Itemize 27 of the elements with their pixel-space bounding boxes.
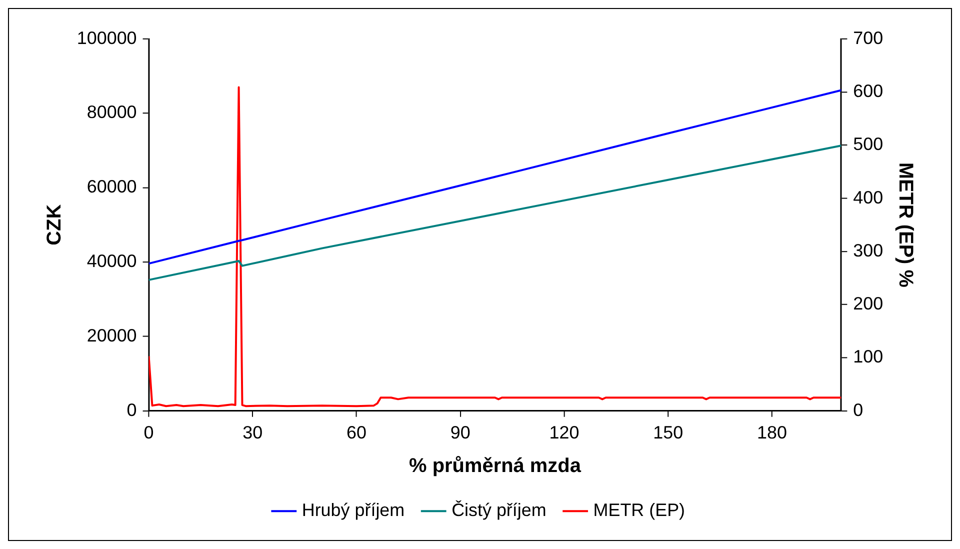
y2-tick-label: 500	[853, 134, 884, 154]
x-tick-label: 120	[549, 422, 580, 443]
y2-axis-title: METR (EP) %	[894, 162, 917, 288]
x-tick-label: 30	[242, 422, 263, 443]
y2-tick-label: 0	[853, 400, 864, 420]
x-tick-label: 150	[653, 422, 684, 443]
y2-tick-label: 400	[853, 187, 884, 208]
x-axis-title: % průměrná mzda	[409, 454, 582, 477]
y-tick-label: 0	[126, 400, 137, 420]
legend-label: Čistý příjem	[452, 500, 546, 520]
y-axis-title: CZK	[43, 204, 66, 246]
legend-label: METR (EP)	[593, 500, 686, 520]
y2-tick-label: 600	[853, 80, 884, 101]
y-tick-label: 20000	[86, 325, 137, 346]
y2-tick-label: 200	[853, 294, 884, 314]
x-tick-label: 0	[144, 422, 154, 443]
y-tick-label: 100000	[76, 28, 137, 48]
y2-tick-label: 100	[853, 346, 884, 367]
y-tick-label: 60000	[86, 176, 137, 197]
legend-label: Hrubý příjem	[302, 500, 405, 520]
x-tick-label: 60	[346, 422, 367, 443]
y-tick-label: 40000	[86, 251, 137, 272]
y2-tick-label: 700	[853, 28, 884, 48]
y-tick-label: 80000	[86, 102, 137, 122]
x-tick-label: 180	[756, 422, 787, 443]
x-tick-label: 90	[450, 422, 470, 443]
y2-tick-label: 300	[853, 240, 884, 260]
